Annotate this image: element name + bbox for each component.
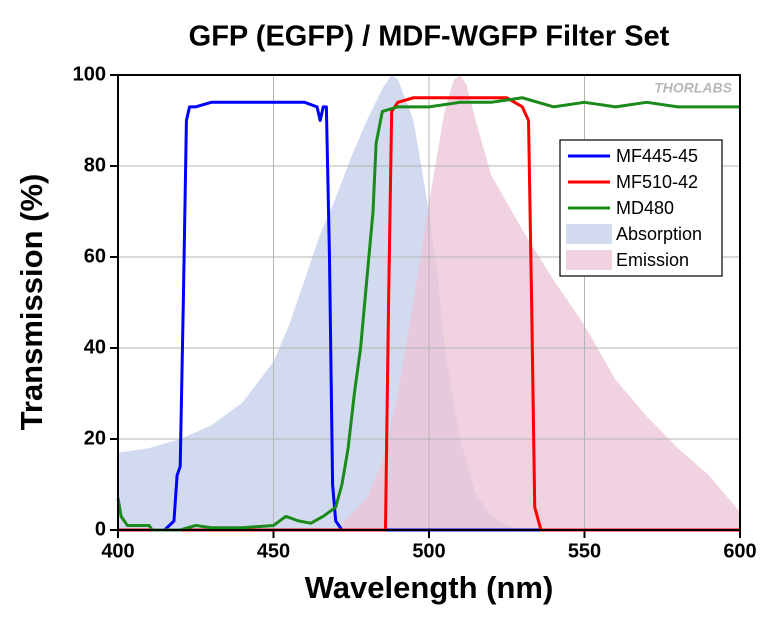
y-tick-label: 60 [84,245,106,267]
x-tick-label: 600 [723,540,756,562]
x-axis-label: Wavelength (nm) [305,570,554,605]
y-tick-label: 0 [95,518,106,540]
legend: MF445-45 MF510-42 MD480 Absorption Emission [559,139,723,277]
legend-swatch [566,224,612,244]
legend-label: MF510-42 [616,172,698,192]
watermark: THORLABS [654,80,732,96]
y-tick-label: 100 [73,63,106,85]
x-tick-label: 500 [412,540,445,562]
legend-label: MF445-45 [616,146,698,166]
line [116,96,740,532]
plot-frame [117,74,741,531]
y-axis-label: Transmission (%) [14,174,49,431]
x-tick-label: 400 [101,540,134,562]
line [118,100,740,532]
chart-title: GFP (EGFP) / MDF-WGFP Filter Set [189,21,670,53]
x-tick-label: 450 [257,540,290,562]
legend-swatch [566,250,612,270]
line [118,96,740,532]
y-tick-label: 40 [84,336,106,358]
legend-label: MD480 [616,198,674,218]
y-tick-label: 20 [84,427,106,449]
x-tick-label: 550 [568,540,601,562]
legend-label: Absorption [616,224,702,244]
legend-label: Emission [616,250,689,270]
y-tick-label: 80 [84,154,106,176]
